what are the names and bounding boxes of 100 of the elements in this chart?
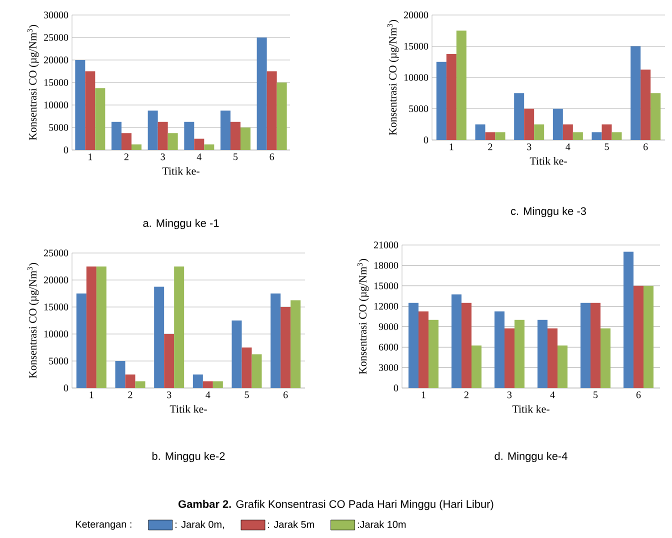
- bar: [592, 132, 602, 140]
- legend-title: Keterangan :: [76, 520, 132, 530]
- bar: [428, 320, 438, 388]
- bar: [514, 93, 524, 140]
- bar: [650, 93, 661, 140]
- x-tick-label: 6: [636, 392, 641, 398]
- x-tick-label: 6: [270, 154, 274, 160]
- bar: [280, 307, 291, 388]
- y-tick-label: 20000: [404, 12, 428, 18]
- bar: [456, 30, 466, 140]
- y-tick-label: 15000: [374, 282, 398, 290]
- x-axis-title: Titik ke-: [512, 405, 550, 413]
- bar: [220, 110, 230, 150]
- bar: [634, 286, 644, 388]
- bar: [154, 286, 164, 388]
- bar: [174, 266, 184, 388]
- x-tick-label: 4: [206, 392, 210, 398]
- bar: [514, 320, 524, 388]
- bar: [184, 122, 194, 150]
- y-tick-label: 12000: [374, 302, 398, 310]
- bar: [446, 54, 456, 140]
- bar: [204, 144, 214, 150]
- x-tick-label: 2: [124, 154, 128, 160]
- x-tick-label: 5: [234, 154, 238, 160]
- bar: [230, 122, 240, 150]
- text: a. Minggu ke -1: [143, 218, 219, 230]
- bar: [86, 266, 96, 388]
- y-axis-title: Konsentrasi CO (µg/Nm$^{3}$): [387, 20, 399, 136]
- bar: [252, 354, 262, 388]
- bar: [572, 132, 583, 140]
- y-tick-label: 10000: [44, 330, 68, 338]
- text: d. Minggu ke-4: [494, 452, 568, 462]
- y-tick-label: 0: [64, 384, 68, 392]
- y-tick-label: 15000: [44, 79, 68, 86]
- text: b. Minggu ke-2: [152, 452, 225, 462]
- x-tick-label: 4: [196, 154, 202, 160]
- x-tick-label: 1: [422, 392, 426, 398]
- bar: [452, 294, 462, 388]
- bar: [290, 300, 301, 388]
- y-tick-label: 15000: [404, 42, 428, 50]
- bar: [168, 133, 178, 150]
- bar: [85, 71, 96, 150]
- bar: [418, 311, 428, 388]
- bar: [436, 62, 446, 140]
- y-tick-label: 6000: [378, 344, 398, 350]
- x-tick-label: 5: [604, 144, 609, 150]
- x-tick-label: 3: [527, 144, 532, 150]
- y-tick-label: 15000: [44, 304, 68, 310]
- bar: [552, 108, 563, 140]
- bar: [548, 328, 558, 388]
- y-tick-label: 0: [64, 146, 68, 154]
- bar: [494, 311, 504, 388]
- y-tick-label: 10000: [404, 74, 428, 81]
- x-tick-label: 1: [88, 154, 92, 160]
- bar: [158, 122, 168, 150]
- bar: [95, 88, 106, 150]
- bar: [590, 302, 601, 388]
- bar: [76, 294, 86, 388]
- x-tick-label: 4: [566, 144, 570, 150]
- x-tick-label: 5: [594, 392, 598, 398]
- bar: [212, 381, 223, 388]
- legend-label: : Jarak 5m: [268, 520, 314, 528]
- x-tick-label: 5: [244, 392, 249, 398]
- bar: [612, 132, 622, 140]
- bar: [256, 38, 267, 150]
- bar: [644, 286, 654, 388]
- bar: [125, 374, 136, 388]
- y-tick-label: 18000: [374, 262, 398, 269]
- bar: [624, 252, 634, 388]
- y-tick-label: 0: [424, 136, 428, 144]
- bar: [504, 328, 514, 388]
- bar: [75, 60, 86, 150]
- x-tick-label: 3: [167, 392, 172, 398]
- y-axis-title: Konsentrasi CO (µg/Nm$^{3}$): [27, 262, 39, 378]
- bar: [96, 266, 106, 388]
- bar: [562, 124, 573, 140]
- x-tick-label: 6: [644, 144, 648, 150]
- bar: [524, 108, 534, 140]
- bar: [408, 302, 418, 388]
- x-tick-label: 1: [450, 144, 454, 150]
- legend-label: :Jarak 10m: [358, 520, 406, 528]
- x-axis-title: Titik ke-: [530, 157, 567, 165]
- bar: [202, 381, 213, 388]
- y-tick-label: 25000: [44, 250, 68, 256]
- bar: [462, 302, 472, 388]
- x-tick-label: 2: [488, 144, 492, 150]
- y-tick-label: 3000: [379, 364, 398, 371]
- bar: [558, 345, 568, 388]
- x-tick-label: 4: [550, 392, 555, 398]
- y-tick-label: 30000: [44, 12, 68, 18]
- text: c. Minggu ke -3: [511, 206, 586, 218]
- bar: [132, 144, 142, 150]
- bar: [472, 345, 482, 388]
- bar: [164, 334, 174, 388]
- bar: [602, 124, 612, 140]
- bar: [242, 348, 252, 388]
- y-tick-label: 21000: [374, 242, 398, 248]
- y-tick-label: 5000: [49, 358, 68, 364]
- bar: [112, 122, 122, 150]
- x-tick-label: 3: [507, 392, 512, 398]
